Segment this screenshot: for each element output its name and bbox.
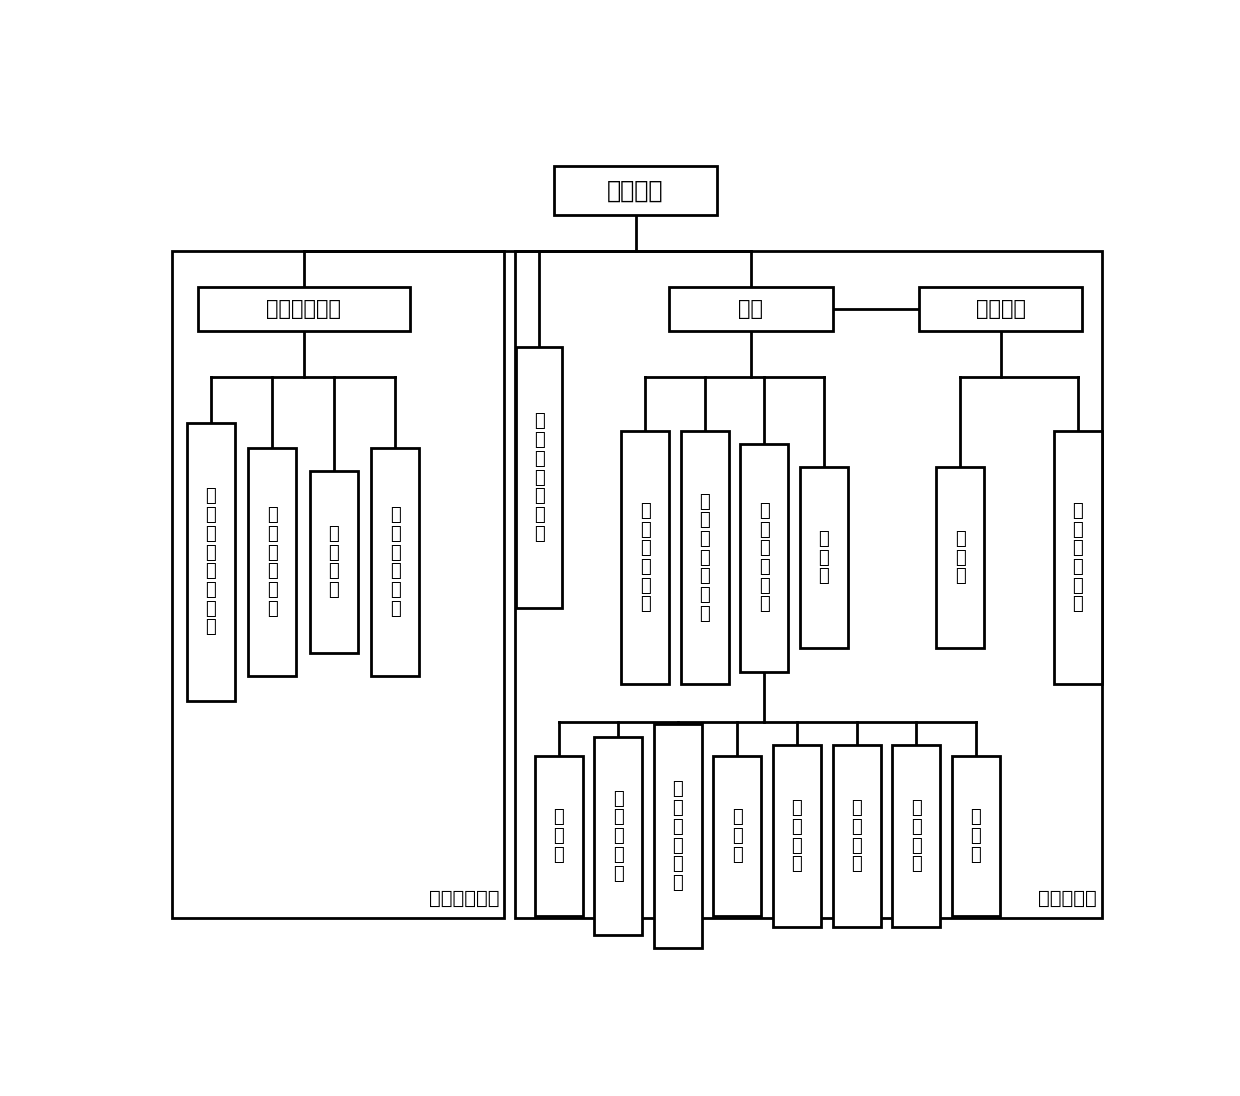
- Bar: [534, 756, 583, 916]
- Bar: [310, 471, 358, 652]
- Text: 红
外
成
像
装
置: 红 外 成 像 装 置: [267, 506, 278, 618]
- Text: 光
环
行
器: 光 环 行 器: [851, 799, 862, 874]
- Text: 负
氧
离
子
发
生
器: 负 氧 离 子 发 生 器: [534, 412, 544, 543]
- Text: 光
束
传
输
装
置: 光 束 传 输 装 置: [1073, 502, 1083, 614]
- Text: 有
源
区: 有 源 区: [553, 809, 564, 864]
- Text: 治疗部件: 治疗部件: [976, 299, 1025, 319]
- Bar: [516, 251, 1101, 918]
- Text: 光
隔
离
器: 光 隔 离 器: [791, 799, 802, 874]
- Text: 频
率
选
择
元
件: 频 率 选 择 元 件: [672, 780, 683, 892]
- Bar: [198, 287, 409, 331]
- Text: 辐
射
增
强
装
置: 辐 射 增 强 装 置: [389, 506, 401, 618]
- Bar: [936, 467, 985, 649]
- Bar: [248, 448, 296, 676]
- Bar: [371, 448, 419, 676]
- Bar: [740, 444, 789, 672]
- Bar: [681, 431, 729, 684]
- Text: 激光治疗源: 激光治疗源: [1038, 889, 1096, 907]
- Text: 激
光
电
源
系
统: 激 光 电 源 系 统: [640, 502, 651, 614]
- Text: 激
光
器: 激 光 器: [818, 530, 830, 585]
- Text: 耦
合
器: 耦 合 器: [955, 530, 966, 585]
- Text: 石
墨
烯
红
外
发
热
体: 石 墨 烯 红 外 发 热 体: [206, 488, 216, 637]
- Text: 光
反
馈
装
置: 光 反 馈 装 置: [613, 790, 624, 882]
- Bar: [713, 756, 761, 916]
- Bar: [187, 423, 234, 701]
- Bar: [892, 745, 940, 927]
- Text: 光
调
制
器: 光 调 制 器: [910, 799, 921, 874]
- Text: 光
开
关: 光 开 关: [971, 809, 981, 864]
- Text: 主机: 主机: [738, 299, 764, 319]
- Bar: [951, 756, 999, 916]
- Bar: [832, 745, 880, 927]
- Text: 石墨烯发热源: 石墨烯发热源: [429, 889, 498, 907]
- Text: 集控单元: 集控单元: [608, 179, 663, 203]
- Bar: [621, 431, 670, 684]
- Text: 蝶
形
激
光
驱
动
板: 蝶 形 激 光 驱 动 板: [699, 492, 711, 623]
- Bar: [773, 745, 821, 927]
- Text: 光
波
导: 光 波 导: [732, 809, 743, 864]
- Bar: [800, 467, 848, 649]
- Bar: [172, 251, 503, 918]
- Bar: [1054, 431, 1101, 684]
- Text: 温度控制面板: 温度控制面板: [267, 299, 341, 319]
- Bar: [670, 287, 832, 331]
- Bar: [919, 287, 1083, 331]
- Bar: [594, 737, 642, 935]
- Bar: [554, 167, 717, 215]
- Bar: [516, 346, 563, 608]
- Text: 测
温
装
置: 测 温 装 置: [329, 525, 339, 600]
- Bar: [653, 724, 702, 948]
- Text: 激
光
控
制
面
板: 激 光 控 制 面 板: [759, 502, 770, 614]
